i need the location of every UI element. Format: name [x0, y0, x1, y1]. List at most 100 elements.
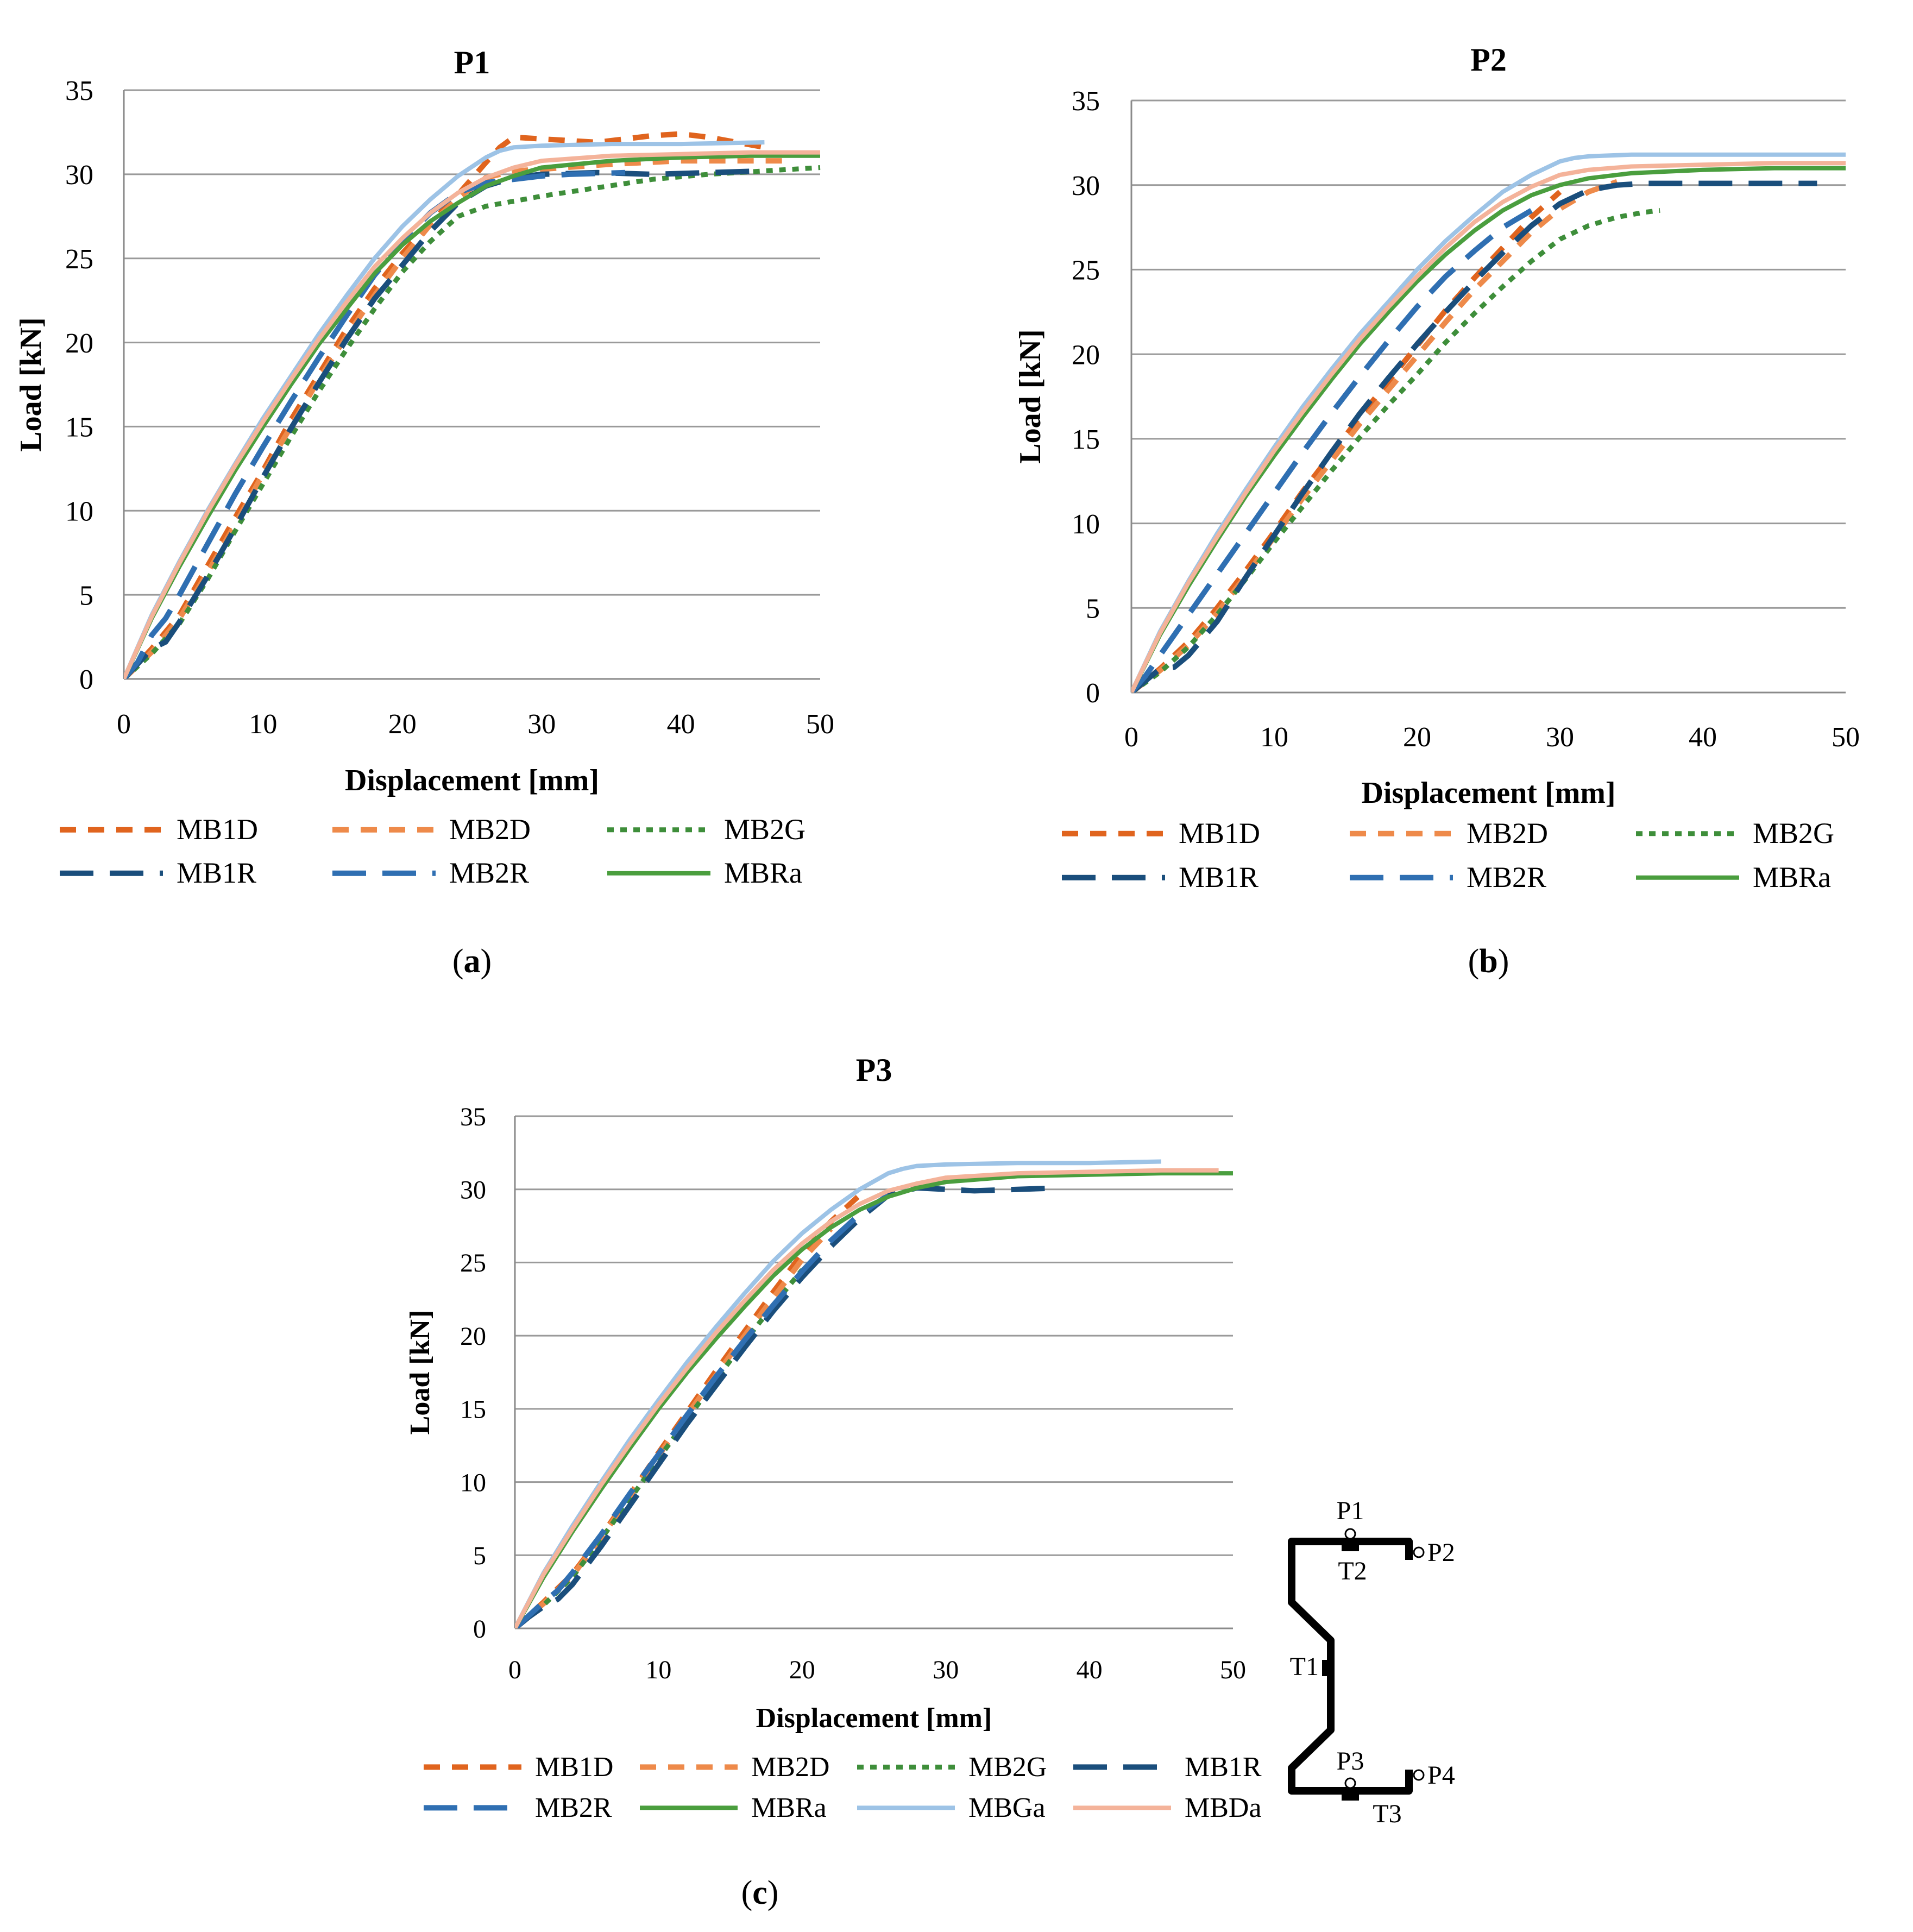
x-tick-label: 20 [789, 1656, 815, 1684]
legend-label-mb2d: MB2D [751, 1752, 829, 1783]
x-tick-label: 50 [1832, 722, 1860, 753]
x-axis-title: Displacement [mm] [1361, 776, 1615, 810]
x-tick-label: 30 [933, 1656, 959, 1684]
series-line-mb2d [124, 158, 792, 679]
series-line-mbda [1131, 161, 1846, 693]
label-p3: P3 [1337, 1747, 1364, 1776]
chart-panel-b: 0 5 10 15 20 25 30 35 0 10 20 30 40 50 P2 Displacement … [1014, 42, 1860, 980]
series-line-mbga [1131, 152, 1846, 693]
series-line-mb2r [124, 169, 626, 679]
y-tick-label: 30 [1072, 171, 1100, 202]
series-line-mbga [124, 140, 765, 679]
legend-label-mbra: MBRa [1753, 861, 1831, 893]
legend-label-mb1d: MB1D [535, 1752, 613, 1783]
legend-label-mb1r: MB1R [1185, 1752, 1262, 1783]
y-tick-label: 0 [1086, 678, 1100, 709]
label-p2: P2 [1427, 1538, 1455, 1567]
panel-label-open: ( [741, 1874, 753, 1911]
y-tick-label: 25 [460, 1249, 486, 1277]
series-line-mb2r [1131, 208, 1533, 693]
point-p4-marker [1413, 1769, 1425, 1781]
series-line-mbda [515, 1168, 1219, 1628]
y-tick-label: 15 [460, 1395, 486, 1424]
y-tick-label: 15 [65, 412, 93, 443]
panel-label-close: ) [481, 943, 492, 980]
series-group [124, 131, 821, 679]
x-tick-label: 0 [117, 709, 131, 740]
label-t1: T1 [1290, 1652, 1319, 1681]
x-tick-label: 40 [667, 709, 695, 740]
y-tick-label: 35 [1072, 86, 1100, 117]
y-tick-label: 5 [79, 580, 93, 611]
y-tick-label: 0 [473, 1615, 486, 1644]
x-tick-label: 50 [1220, 1656, 1246, 1684]
legend-label-mb2r: MB2R [1467, 861, 1546, 893]
legend-label-mbda: MBDa [1185, 1792, 1262, 1823]
panel-label: (a) [452, 943, 492, 980]
legend-label-mb1d: MB1D [177, 813, 258, 846]
x-tick-label: 50 [806, 709, 834, 740]
chart-panel-c: 0 5 10 15 20 25 30 35 0 10 20 30 40 50 P3 Displacement … [405, 1052, 1262, 1911]
point-p1-marker [1344, 1528, 1356, 1540]
cross-section-profile [1288, 1538, 1413, 1795]
legend-label-mb1r: MB1R [177, 857, 256, 889]
panel-label: (b) [1468, 943, 1509, 980]
series-line-mb2g [1131, 207, 1660, 693]
y-tick-label: 15 [1072, 424, 1100, 455]
x-tick-label: 20 [1403, 722, 1431, 753]
legend-label-mb2d: MB2D [449, 813, 531, 846]
series-line-mb2g [124, 165, 821, 679]
series-line-mb1d [1131, 190, 1562, 693]
panel-label-letter: a [464, 943, 481, 980]
x-tick-label: 20 [388, 709, 417, 740]
panel-label-close: ) [767, 1874, 779, 1911]
legend-label-mbga: MBGa [968, 1792, 1046, 1823]
y-tick-label: 20 [1072, 339, 1100, 370]
chart-title: P3 [856, 1052, 892, 1088]
y-axis-title: Load [kN] [1014, 329, 1047, 463]
y-tick-label: 5 [1086, 593, 1100, 624]
series-line-mb1r [1131, 180, 1817, 693]
y-tick-label: 30 [460, 1176, 486, 1205]
panel-label-open: ( [1468, 943, 1480, 980]
series-line-mbda [124, 150, 820, 679]
x-tick-label: 10 [249, 709, 277, 740]
chart-title: P1 [454, 45, 490, 80]
legend-label-mb2r: MB2R [535, 1792, 612, 1823]
gauge-t1-marker [1322, 1660, 1329, 1676]
y-tick-label: 5 [473, 1541, 486, 1570]
legend-label-mb2g: MB2G [1753, 817, 1834, 849]
label-p4: P4 [1427, 1761, 1455, 1790]
panel-label-close: ) [1498, 943, 1509, 980]
point-p2-marker [1413, 1546, 1425, 1558]
x-tick-label: 40 [1689, 722, 1717, 753]
y-axis-title: Load [kN] [405, 1310, 436, 1435]
y-tick-label: 25 [65, 244, 93, 275]
panel-label: (c) [741, 1874, 779, 1911]
x-tick-label: 40 [1077, 1656, 1103, 1684]
y-tick-label: 10 [1072, 509, 1100, 540]
x-tick-label: 30 [527, 709, 556, 740]
legend-label-mb2g: MB2G [724, 813, 806, 846]
series-line-mb2d [1131, 179, 1618, 693]
x-tick-label: 10 [1260, 722, 1288, 753]
x-axis-title: Displacement [mm] [345, 764, 599, 797]
x-tick-label: 10 [645, 1656, 671, 1684]
y-tick-label: 20 [460, 1322, 486, 1351]
series-line-mbra [1131, 166, 1846, 693]
legend-label-mb2d: MB2D [1467, 817, 1548, 849]
y-tick-label: 35 [460, 1103, 486, 1131]
y-tick-label: 10 [65, 496, 93, 527]
x-tick-label: 30 [1546, 722, 1574, 753]
series-line-mbra [515, 1171, 1233, 1628]
series-line-mb1r [515, 1185, 1061, 1628]
series-line-mb2r [515, 1193, 890, 1628]
cross-section-diagram: P1 P2 T2 T1 P3 P4 T3 [1288, 1496, 1455, 1828]
y-tick-label: 35 [65, 75, 93, 106]
panel-label-letter: c [752, 1874, 767, 1911]
series-group [1131, 152, 1846, 693]
y-axis-title: Load [kN] [14, 317, 48, 451]
legend-label-mb2r: MB2R [449, 857, 529, 889]
gauge-t2-marker [1342, 1545, 1359, 1551]
